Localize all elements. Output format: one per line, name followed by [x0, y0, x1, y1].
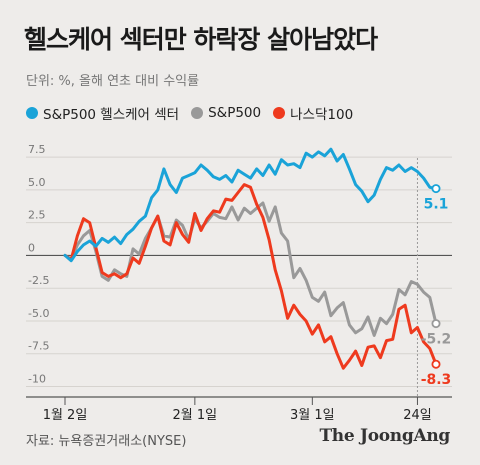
legend-item-healthcare: S&P500 헬스케어 섹터 — [26, 103, 179, 123]
legend-dot-sp500 — [191, 107, 204, 119]
series-line-sp500 — [63, 201, 438, 337]
y-tick-label: -7.5 — [28, 340, 49, 353]
x-tick-label: 2월 1일 — [173, 408, 218, 420]
legend-dot-nasdaq — [273, 107, 286, 119]
series-line-healthcare — [63, 147, 438, 263]
series-layer — [63, 147, 438, 370]
legend: S&P500 헬스케어 섹터 S&P500 나스닥100 — [26, 103, 365, 123]
y-tick-label: 7.5 — [28, 143, 46, 156]
y-tick-label: 2.5 — [28, 209, 46, 222]
y-tick-label: 5.0 — [28, 176, 46, 189]
legend-item-nasdaq: 나스닥100 — [273, 103, 353, 123]
end-point-sp500 — [431, 319, 441, 329]
legend-dot-healthcare — [26, 107, 38, 119]
source-note: 자료: 뉴욕증권거래소(NYSE) — [26, 434, 187, 449]
brand-logo: The JoongAng — [319, 426, 450, 446]
end-label-sp500: -5.2 — [421, 332, 452, 348]
legend-item-sp500: S&P500 — [191, 105, 261, 121]
end-label-healthcare: 5.1 — [424, 197, 449, 213]
line-chart: 7.5 5.0 2.5 0 -2.5 -5.0 -7.5 -10 1월 2일 2월 1일 3월 1… — [26, 143, 452, 420]
y-tick-label: -10 — [28, 373, 46, 386]
end-point-healthcare — [431, 184, 441, 194]
legend-label-nasdaq: 나스닥100 — [290, 107, 354, 123]
end-label-nasdaq: -8.3 — [421, 372, 452, 388]
y-tick-label: -2.5 — [28, 274, 49, 287]
end-labels: 5.1 -5.2 -8.3 — [421, 184, 452, 388]
grid: 7.5 5.0 2.5 0 -2.5 -5.0 -7.5 -10 — [26, 143, 452, 388]
x-tick-label: 3월 1일 — [290, 408, 335, 420]
end-point-nasdaq — [431, 359, 441, 369]
x-axis: 1월 2일 2월 1일 3월 1일 24일 — [26, 158, 452, 420]
legend-label-healthcare: S&P500 헬스케어 섹터 — [43, 107, 180, 123]
legend-label-sp500: S&P500 — [208, 105, 262, 121]
series-line-nasdaq — [63, 183, 438, 370]
unit-label: 단위: %, 올해 연초 대비 수익률 — [26, 74, 200, 89]
chart-title: 헬스케어 섹터만 하락장 살아남았다 — [24, 25, 378, 54]
x-tick-label: 24일 — [403, 408, 432, 420]
y-tick-label: 0 — [28, 241, 35, 254]
x-tick-label: 1월 2일 — [43, 408, 88, 420]
y-tick-label: -5.0 — [28, 307, 49, 320]
